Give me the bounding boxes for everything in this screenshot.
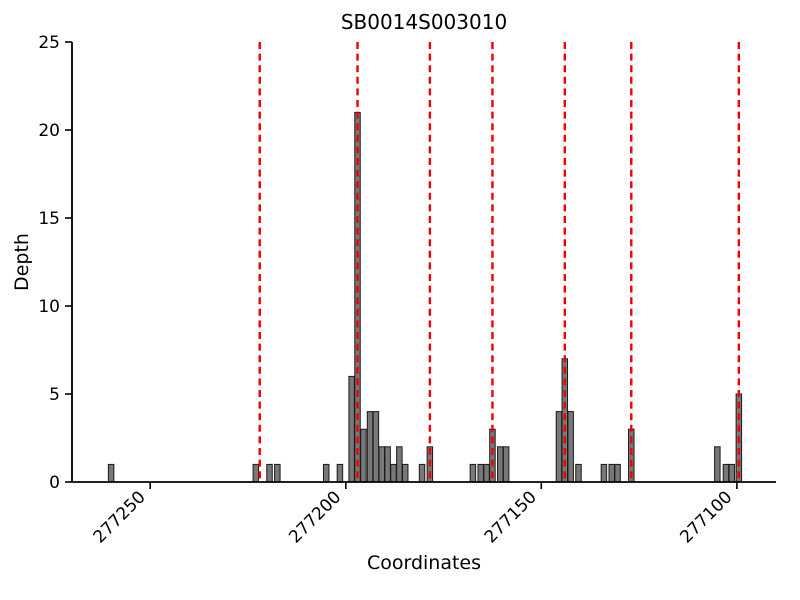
- bar: [497, 446, 504, 483]
- bar: [372, 411, 380, 483]
- bar: [348, 375, 355, 483]
- bar: [401, 463, 409, 483]
- bar: [483, 463, 490, 483]
- y-tick-label: 0: [49, 473, 60, 493]
- y-tick-label: 10: [38, 297, 60, 317]
- bar: [390, 463, 397, 483]
- bar: [384, 446, 391, 483]
- bar: [714, 446, 721, 483]
- bar: [469, 463, 477, 483]
- y-tick-label: 15: [38, 209, 60, 229]
- bar: [477, 463, 484, 483]
- bar: [336, 463, 344, 483]
- x-tick-label: 277200: [285, 487, 345, 547]
- bar: [366, 411, 374, 483]
- chart-title: SB0014S003010: [340, 10, 508, 34]
- bar: [396, 446, 403, 483]
- bar: [567, 411, 574, 483]
- bar: [555, 411, 563, 483]
- bar: [728, 463, 736, 483]
- bar: [600, 463, 608, 483]
- x-tick-label: 277150: [481, 487, 541, 547]
- bar: [378, 446, 385, 483]
- x-tick-label: 277100: [676, 487, 736, 547]
- bar: [614, 463, 621, 483]
- bar: [266, 463, 273, 483]
- bar: [575, 463, 582, 483]
- bar: [608, 463, 615, 483]
- bar: [252, 463, 260, 483]
- x-axis-label: Coordinates: [366, 552, 482, 574]
- bar: [274, 463, 281, 483]
- y-tick-label: 20: [38, 121, 60, 141]
- bar: [502, 446, 510, 483]
- y-tick-label: 5: [49, 385, 60, 405]
- y-tick-label: 25: [38, 33, 60, 53]
- bar: [322, 463, 330, 483]
- x-tick-label: 277250: [90, 487, 150, 547]
- bar: [107, 463, 115, 483]
- bar: [360, 428, 367, 483]
- bar: [418, 463, 426, 483]
- bar: [722, 463, 730, 483]
